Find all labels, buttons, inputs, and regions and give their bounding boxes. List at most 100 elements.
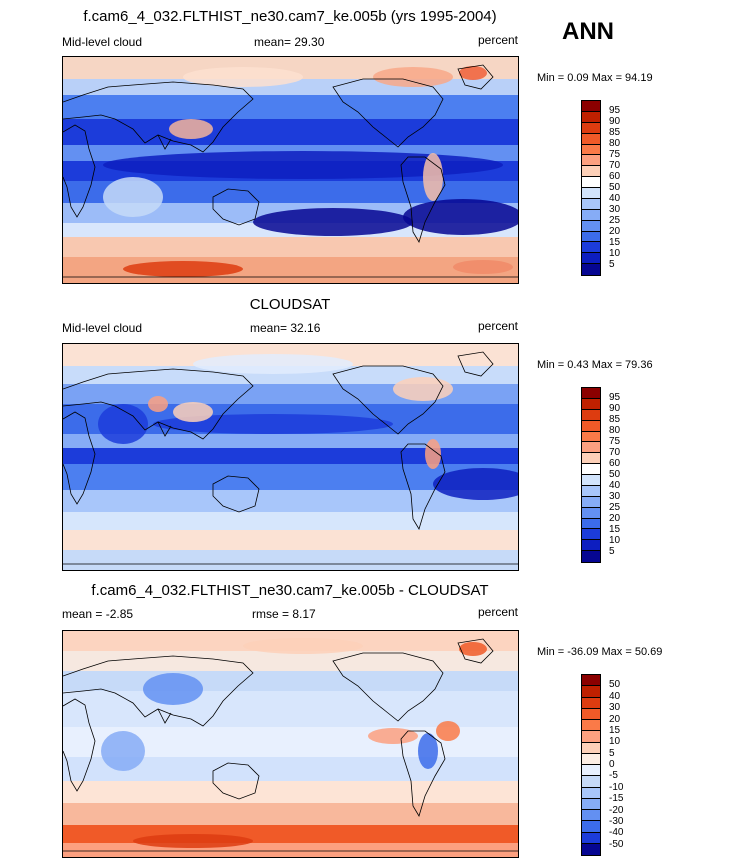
colorbar-swatch [582, 529, 600, 541]
coastline [212, 762, 260, 800]
field-band [63, 366, 518, 384]
coastline [457, 351, 494, 377]
coastline [63, 81, 254, 153]
colorbar-swatch [582, 220, 600, 232]
colorbar-swatch [582, 420, 600, 432]
colorbar-tick-label: 20 [609, 226, 621, 237]
field-band [63, 434, 518, 448]
field-band [63, 843, 518, 857]
field-feature [243, 638, 363, 654]
coastline [400, 156, 446, 243]
field-feature [193, 354, 353, 374]
colorbar-swatch [582, 765, 600, 777]
coastline [400, 443, 446, 530]
field-feature [173, 402, 213, 422]
field-feature [101, 731, 145, 771]
colorbar-tick-label: 40 [609, 193, 621, 204]
panel1-colorbar [581, 100, 601, 276]
panel2-minmax: Min = 0.43 Max = 79.36 [537, 359, 653, 371]
colorbar-swatch [582, 821, 600, 833]
field-band [63, 95, 518, 119]
panel3-mean: mean = -2.85 [62, 607, 134, 621]
colorbar-tick-label: 15 [609, 724, 621, 736]
colorbar-swatch [582, 551, 600, 562]
colorbar-swatch [582, 464, 600, 475]
colorbar-tick-label: 95 [609, 392, 621, 403]
colorbar-swatch [582, 155, 600, 167]
coastline [63, 655, 254, 727]
colorbar-swatch [582, 708, 600, 720]
colorbar-tick-label: 50 [609, 182, 621, 193]
coastline [212, 188, 260, 226]
colorbar-tick-label: 85 [609, 127, 621, 138]
field-feature [453, 260, 513, 274]
field-band [63, 490, 518, 512]
colorbar-tick-label: 30 [609, 702, 621, 714]
colorbar-tick-label: 5 [609, 747, 615, 759]
panel3-minmax: Min = -36.09 Max = 50.69 [537, 646, 663, 658]
panel2-left-label: Mid-level cloud [62, 321, 143, 335]
field-feature [459, 66, 487, 80]
panel2-title: CLOUDSAT [249, 296, 331, 313]
colorbar-swatch [582, 742, 600, 754]
colorbar-tick-label: 85 [609, 414, 621, 425]
colorbar-tick-label: 60 [609, 458, 621, 469]
coastline [332, 652, 444, 722]
panel1-mean: mean= 29.30 [254, 35, 325, 49]
colorbar-tick-label: 10 [609, 248, 621, 259]
field-band [63, 671, 518, 691]
colorbar-tick-label: 20 [609, 513, 621, 524]
coastline [457, 64, 494, 90]
field-feature [425, 439, 441, 469]
colorbar-swatch [582, 209, 600, 221]
colorbar-swatch [582, 177, 600, 188]
colorbar-tick-label: 30 [609, 204, 621, 215]
field-band [63, 448, 518, 464]
field-feature [103, 151, 503, 179]
field-feature [98, 404, 148, 444]
panel1-map [62, 56, 519, 284]
field-band [63, 691, 518, 727]
coastline [63, 411, 96, 505]
colorbar-tick-label: 60 [609, 171, 621, 182]
colorbar-tick-label: -50 [609, 838, 624, 850]
colorbar-swatch [582, 686, 600, 698]
field-feature [183, 67, 303, 87]
colorbar-tick-label: -5 [609, 770, 618, 782]
colorbar-tick-label: -10 [609, 781, 624, 793]
field-feature [253, 208, 413, 236]
colorbar-swatch [582, 485, 600, 497]
colorbar-tick-label: 10 [609, 535, 621, 546]
colorbar-swatch [582, 398, 600, 410]
colorbar-tick-label: 95 [609, 105, 621, 116]
field-feature [423, 153, 443, 201]
colorbar-swatch [582, 810, 600, 822]
field-feature [133, 834, 253, 848]
colorbar-swatch [582, 442, 600, 454]
field-feature [148, 396, 168, 412]
field-feature [368, 728, 418, 744]
panel1-field [63, 57, 518, 283]
coastline [63, 698, 96, 792]
colorbar-swatch [582, 388, 600, 399]
colorbar-tick-label: -40 [609, 827, 624, 839]
field-band [63, 651, 518, 671]
colorbar-swatch [582, 697, 600, 709]
colorbar-tick-label: 10 [609, 736, 621, 748]
colorbar-swatch [582, 675, 600, 687]
colorbar-tick-label: 70 [609, 160, 621, 171]
field-band [63, 550, 518, 570]
colorbar-swatch [582, 787, 600, 799]
colorbar-tick-label: 40 [609, 480, 621, 491]
panel1-left-label: Mid-level cloud [62, 35, 143, 49]
colorbar-tick-label: 70 [609, 447, 621, 458]
colorbar-swatch [582, 122, 600, 134]
colorbar-swatch [582, 776, 600, 788]
colorbar-tick-label: 5 [609, 259, 615, 270]
panel3-units: percent [477, 605, 518, 619]
panel1-title: f.cam6_4_032.FLTHIST_ne30.cam7_ke.005b (… [83, 8, 497, 25]
field-band [63, 781, 518, 803]
colorbar-tick-label: 5 [609, 546, 615, 557]
coastline [63, 124, 96, 218]
panel2-field [63, 344, 518, 570]
